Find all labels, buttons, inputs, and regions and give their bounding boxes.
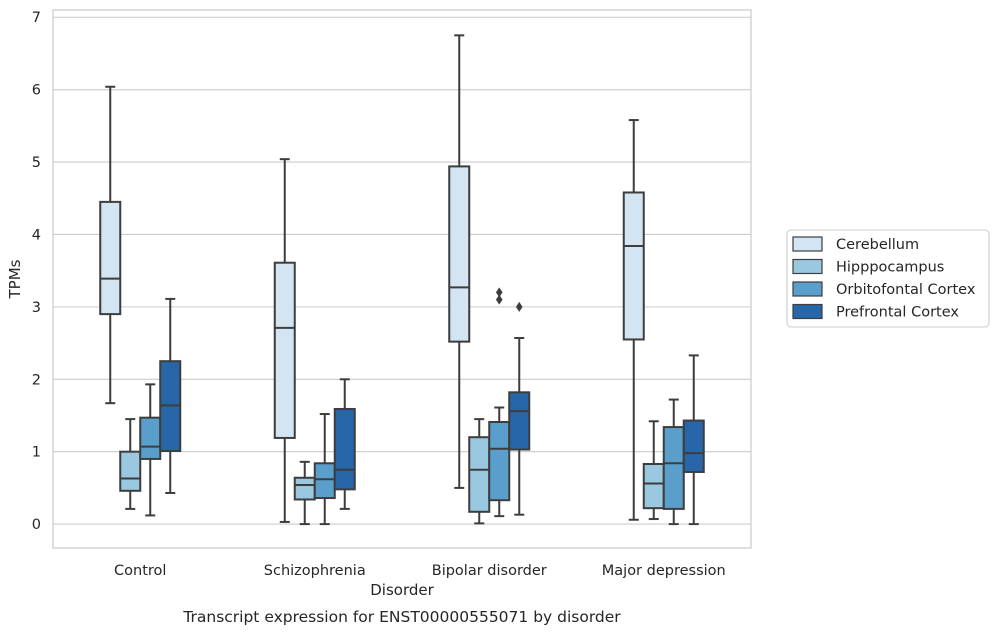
- box: [508, 301, 531, 516]
- legend: Cerebellum Hipppocampus Orbitofontal Corte…: [786, 229, 990, 328]
- outlier-point: [495, 287, 503, 298]
- x-tick-label: Bipolar disorder: [432, 563, 547, 579]
- x-tick-labels: Control Schizophrenia Bipolar disorder Majo…: [114, 563, 726, 579]
- box-iqr: [313, 462, 336, 500]
- legend-item: Hipppocampus: [792, 258, 944, 276]
- series-0: [99, 34, 645, 523]
- box-iqr: [99, 200, 122, 316]
- series-3: [159, 297, 705, 526]
- outlier-point: [495, 294, 503, 305]
- x-tick-label: Major depression: [602, 563, 726, 579]
- box-iqr: [333, 407, 356, 491]
- x-tick-label: Control: [114, 563, 166, 579]
- y-axis-label: TPMs: [6, 259, 24, 299]
- legend-item: Orbitofontal Cortex: [792, 281, 976, 298]
- y-tick-label: 2: [32, 372, 41, 388]
- box-iqr: [448, 165, 471, 343]
- box: [99, 85, 122, 405]
- box: [488, 287, 511, 518]
- box: [119, 418, 142, 510]
- box-iqr: [119, 450, 142, 492]
- box-iqr: [642, 463, 665, 510]
- y-tick-labels: 0 1 2 3 4 5 6 7: [32, 10, 41, 533]
- y-tick-label: 1: [32, 445, 41, 461]
- y-tick-label: 6: [32, 83, 41, 99]
- box-iqr: [139, 416, 162, 460]
- box-iqr: [682, 419, 705, 473]
- legend-label: Prefrontal Cortex: [836, 305, 959, 321]
- box: [448, 34, 471, 489]
- box-iqr: [662, 426, 685, 510]
- plot-frame: [52, 9, 752, 549]
- x-axis-label: Disorder: [370, 581, 434, 599]
- y-tick-label: 0: [32, 517, 41, 533]
- legend-swatch: [792, 236, 823, 252]
- legend-swatch: [792, 258, 823, 275]
- legend-item: Cerebellum: [792, 236, 919, 253]
- legend-swatch: [792, 281, 823, 297]
- box: [159, 297, 182, 494]
- y-tick-label: 3: [32, 300, 41, 316]
- box: [273, 158, 296, 523]
- legend-label: Hipppocampus: [836, 260, 944, 276]
- box-iqr: [622, 191, 645, 341]
- box-iqr: [273, 261, 296, 439]
- y-tick-label: 5: [32, 155, 41, 171]
- box-iqr: [488, 421, 511, 502]
- chart-caption: Transcript expression for ENST0000055507…: [182, 608, 621, 626]
- x-tick-label: Schizophrenia: [264, 563, 366, 579]
- box-series: [99, 34, 705, 526]
- legend-frame: [786, 229, 990, 328]
- box-iqr: [293, 476, 316, 501]
- box: [313, 413, 336, 526]
- legend-item: Prefrontal Cortex: [792, 303, 959, 321]
- box-iqr: [468, 436, 491, 513]
- box: [293, 460, 316, 526]
- series-1: [119, 418, 665, 526]
- legend-label: Orbitofontal Cortex: [836, 282, 976, 298]
- legend-label: Cerebellum: [836, 237, 919, 253]
- box-iqr: [508, 391, 531, 451]
- y-tick-label: 7: [32, 10, 41, 26]
- y-tick-label: 4: [32, 227, 41, 243]
- box: [682, 354, 705, 526]
- outlier-point: [515, 301, 523, 312]
- box: [468, 418, 491, 525]
- box: [333, 378, 356, 510]
- box: [622, 119, 645, 521]
- legend-swatch: [792, 303, 823, 320]
